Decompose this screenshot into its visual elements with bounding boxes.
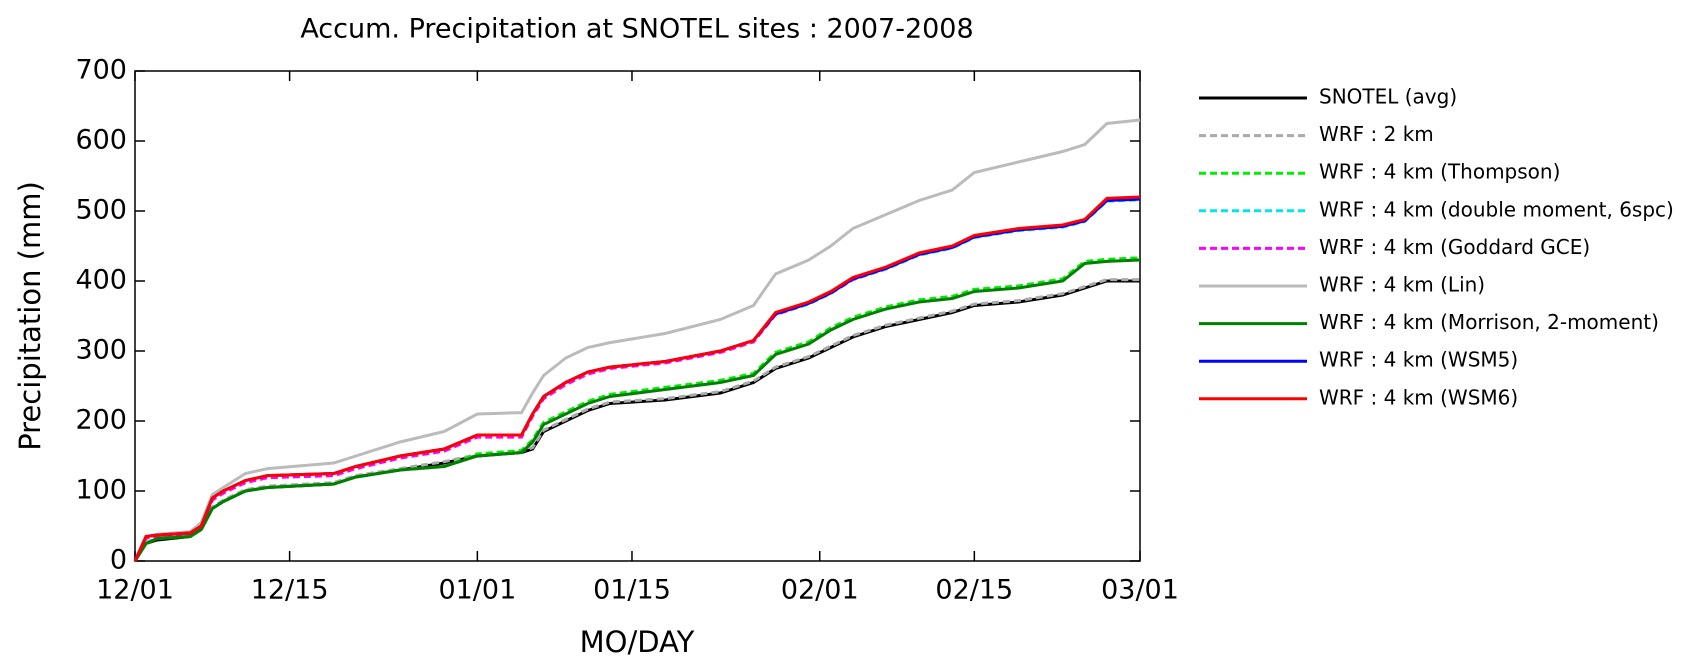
legend-label: WRF : 4 km (WSM5) [1319, 348, 1518, 372]
series-line [133, 118, 1141, 562]
series-line [133, 279, 1140, 562]
y-tick-label: 600 [75, 125, 127, 156]
x-axis-label: MO/DAY [580, 625, 695, 659]
y-axis-label: Precipitation (mm) [13, 181, 47, 451]
y-tick-label: 100 [75, 475, 127, 506]
series-line [133, 198, 1141, 562]
x-tick-label: 03/01 [1101, 575, 1179, 606]
legend-label: WRF : 4 km (Goddard GCE) [1319, 235, 1590, 259]
y-tick-label: 0 [110, 545, 127, 576]
legend-label: WRF : 2 km [1319, 122, 1434, 146]
series-line [133, 196, 1141, 562]
x-tick-label: 12/15 [251, 575, 329, 606]
legend-label: WRF : 4 km (Lin) [1319, 273, 1485, 297]
legend-label: WRF : 4 km (WSM6) [1319, 385, 1518, 409]
x-tick-label: 01/01 [438, 575, 516, 606]
series-line [133, 258, 1141, 562]
x-tick-label: 02/15 [935, 575, 1013, 606]
series-line [133, 197, 1141, 562]
legend-label: SNOTEL (avg) [1319, 85, 1457, 109]
legend-label: WRF : 4 km (Thompson) [1319, 160, 1560, 184]
plot-frame [134, 70, 1141, 562]
chart-title: Accum. Precipitation at SNOTEL sites : 2… [300, 14, 973, 45]
y-tick-label: 700 [75, 55, 127, 86]
legend-label: WRF : 4 km (double moment, 6spc) [1319, 197, 1674, 221]
x-tick-label: 02/01 [781, 575, 859, 606]
y-tick-label: 400 [75, 265, 127, 296]
legend-label: WRF : 4 km (Morrison, 2-moment) [1319, 310, 1659, 334]
x-tick-label: 12/01 [96, 575, 174, 606]
series-line [133, 278, 1140, 562]
y-tick-label: 300 [75, 335, 127, 366]
series-line [133, 195, 1141, 562]
y-tick-label: 500 [75, 195, 127, 226]
y-tick-label: 200 [75, 405, 127, 436]
x-tick-label: 01/15 [593, 575, 671, 606]
